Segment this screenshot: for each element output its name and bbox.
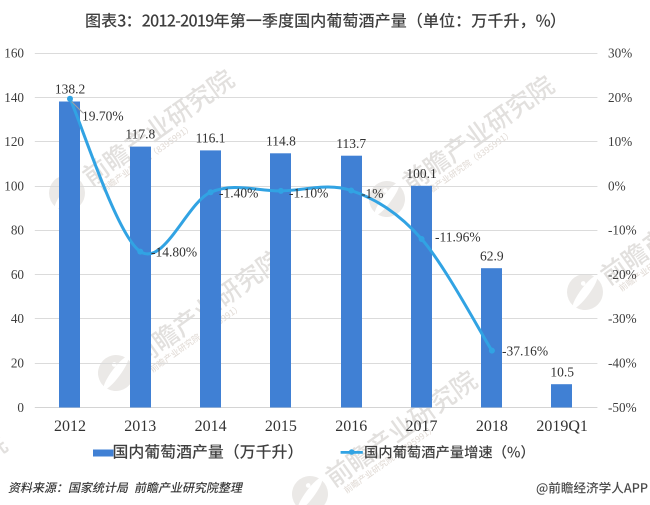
svg-text:-40%: -40% <box>608 356 637 371</box>
svg-text:2017: 2017 <box>406 418 438 435</box>
svg-text:120: 120 <box>4 134 24 149</box>
svg-text:-10%: -10% <box>608 223 637 238</box>
svg-text:62.9: 62.9 <box>480 248 504 263</box>
svg-text:40: 40 <box>11 311 25 326</box>
svg-text:-1.40%: -1.40% <box>219 186 258 201</box>
svg-text:0%: 0% <box>608 178 626 193</box>
svg-text:117.8: 117.8 <box>125 127 155 142</box>
svg-text:-1.10%: -1.10% <box>289 186 328 201</box>
svg-text:19.70%: 19.70% <box>82 109 124 124</box>
svg-text:20%: 20% <box>608 90 632 105</box>
svg-text:114.8: 114.8 <box>266 133 296 148</box>
svg-text:30%: 30% <box>608 46 632 61</box>
svg-text:-50%: -50% <box>608 400 637 415</box>
svg-text:138.2: 138.2 <box>55 82 85 97</box>
svg-text:116.1: 116.1 <box>196 131 226 146</box>
svg-text:100: 100 <box>4 178 24 193</box>
svg-text:2018: 2018 <box>476 418 508 435</box>
svg-text:-30%: -30% <box>608 311 637 326</box>
svg-text:60: 60 <box>11 267 25 282</box>
svg-text:-14.80%: -14.80% <box>151 245 197 260</box>
svg-text:0: 0 <box>17 400 24 415</box>
svg-text:2013: 2013 <box>124 418 156 435</box>
svg-text:10.5: 10.5 <box>550 364 574 379</box>
svg-text:2015: 2015 <box>265 418 297 435</box>
svg-text:100.1: 100.1 <box>406 166 436 181</box>
svg-text:20: 20 <box>11 356 25 371</box>
svg-text:10%: 10% <box>608 134 632 149</box>
svg-text:-20%: -20% <box>608 267 637 282</box>
svg-text:-37.16%: -37.16% <box>502 344 548 359</box>
svg-text:2012: 2012 <box>54 418 86 435</box>
svg-text:160: 160 <box>4 46 24 61</box>
svg-text:113.7: 113.7 <box>336 136 366 151</box>
svg-text:2019Q1: 2019Q1 <box>536 418 588 435</box>
svg-text:2014: 2014 <box>195 418 227 435</box>
svg-text:2016: 2016 <box>335 418 367 435</box>
svg-text:-1%: -1% <box>361 186 384 201</box>
svg-text:80: 80 <box>11 223 25 238</box>
svg-text:-11.96%: -11.96% <box>435 230 481 245</box>
svg-text:140: 140 <box>4 90 24 105</box>
